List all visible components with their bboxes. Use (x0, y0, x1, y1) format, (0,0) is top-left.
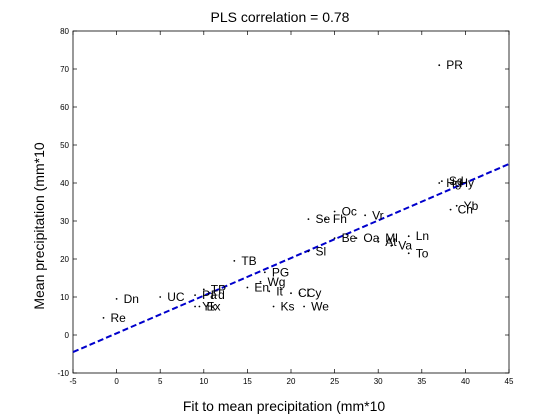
data-point (115, 298, 118, 300)
data-point (451, 182, 454, 184)
y-tick-label: 80 (60, 27, 69, 36)
x-tick-label: 10 (199, 377, 208, 386)
data-point (377, 241, 380, 243)
data-point (268, 290, 271, 293)
chart-title: PLS correlation = 0.78 (211, 9, 350, 25)
point-label-be: Be (342, 231, 357, 245)
data-point (194, 294, 196, 296)
point-label-at: At (385, 235, 397, 249)
point-label-yk: Yk (202, 300, 217, 314)
point-label-it: It (276, 284, 283, 298)
y-tick-label: 60 (60, 103, 69, 112)
data-point (390, 244, 393, 247)
point-label-ml: Ml (385, 231, 398, 245)
data-point (194, 305, 196, 308)
y-tick-label: 40 (60, 179, 69, 188)
point-label-fh: Fh (333, 212, 347, 226)
data-point (307, 250, 310, 253)
point-label-re: Re (111, 311, 127, 325)
x-tick-label: 25 (330, 377, 339, 386)
data-point (202, 288, 205, 291)
data-point (272, 305, 275, 308)
y-tick-label: -10 (57, 369, 69, 378)
data-point (407, 252, 410, 255)
point-label-yb: Yb (464, 199, 479, 213)
x-tick-label: 20 (287, 377, 296, 386)
point-label-tp: TP (211, 282, 226, 296)
data-point (290, 292, 292, 295)
point-label-va: Va (398, 239, 412, 253)
point-label-ln: Ln (416, 229, 429, 243)
point-label-we: We (311, 300, 329, 314)
x-tick-label: 35 (417, 377, 426, 386)
point-label-cl: Cl (298, 286, 309, 300)
y-tick-label: 20 (60, 255, 69, 264)
data-point (438, 182, 441, 184)
data-point (307, 218, 310, 221)
point-label-vr: Vr (372, 208, 384, 222)
point-label-pr: PR (446, 58, 463, 72)
data-point (198, 305, 201, 308)
data-point (233, 260, 236, 262)
data-point (102, 317, 105, 319)
data-point (333, 237, 336, 240)
plot-area: -5 0 5 10 15 20 25 30 35 40 45 -10 0 10 20 30 40 50 60 70 80… (57, 27, 514, 386)
point-label-oc: Oc (342, 205, 357, 219)
x-tick-label: 15 (243, 377, 252, 386)
data-point (202, 294, 205, 296)
data-point (324, 218, 327, 221)
point-label-en: En (254, 281, 269, 295)
data-point (407, 235, 410, 238)
point-label-cy: Cy (307, 286, 322, 300)
data-point (298, 292, 301, 295)
point-label-hy: Hy (459, 176, 474, 190)
point-label-sd: Sd (449, 174, 464, 188)
point-label-oa: Oa (363, 231, 379, 245)
data-point (438, 64, 441, 67)
data-point (364, 214, 367, 217)
point-label-sl: Sl (315, 244, 326, 258)
x-tick-label: 0 (114, 377, 119, 386)
data-point (263, 271, 266, 274)
x-tick-label: 30 (374, 377, 383, 386)
data-point (246, 286, 249, 289)
data-point (377, 237, 380, 240)
data-point (455, 204, 458, 207)
y-tick-label: 70 (60, 65, 69, 74)
point-label-dn: Dn (124, 292, 139, 306)
x-tick-label: 40 (461, 377, 470, 386)
point-label-pa: Pa (202, 288, 217, 302)
data-point (159, 296, 162, 298)
data-point (333, 210, 336, 213)
fit-line (72, 163, 510, 354)
point-label-hg: Hg (446, 176, 461, 190)
point-label-ks: Ks (281, 300, 295, 314)
y-tick-label: 50 (60, 141, 69, 150)
point-label-to: To (416, 246, 429, 260)
point-label-fd: Fd (211, 288, 225, 302)
point-label-wg: Wg (267, 275, 285, 289)
point-label-pg: PG (272, 265, 289, 279)
point-label-ex: Ex (206, 300, 220, 314)
data-point (440, 180, 443, 183)
y-tick-label: 10 (60, 293, 69, 302)
data-point (259, 280, 262, 283)
data-point (449, 208, 452, 211)
point-label-uc: UC (167, 290, 185, 304)
x-axis-title: Fit to mean precipitation (mm*10 (183, 398, 386, 414)
point-label-tb: TB (241, 254, 256, 268)
x-tick-label: 5 (158, 377, 163, 386)
y-axis-title: Mean precipitation (mm*10 (31, 142, 47, 310)
x-tick-label: 45 (505, 377, 514, 386)
data-point (355, 237, 358, 240)
point-label-ch: Ch (458, 203, 473, 217)
y-tick-label: 0 (65, 331, 70, 340)
plot-frame (72, 30, 510, 374)
x-tick-label: -5 (69, 377, 77, 386)
y-tick-label: 30 (60, 217, 69, 226)
point-label-se: Se (315, 212, 330, 226)
data-point (303, 305, 305, 308)
